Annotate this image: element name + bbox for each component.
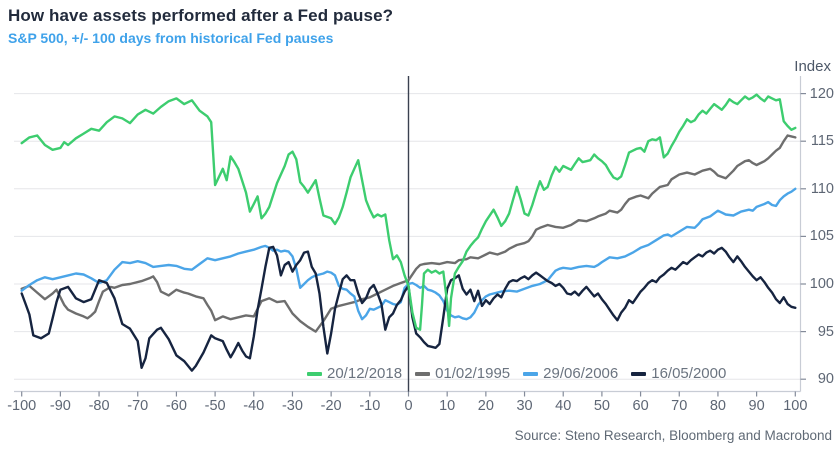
x-tick-label: -20 [320,398,342,414]
legend-dash-navy-icon [631,371,647,376]
x-tick-label: 50 [593,398,610,414]
legend-item-2006: 29/06/2006 [523,365,618,382]
y-tick-label: 120 [809,85,834,102]
series-line-29-06-2006 [20,187,797,321]
x-tick-label: -50 [204,398,226,414]
x-tick-label: -80 [88,398,110,414]
x-tick-label: 100 [783,398,808,414]
series-line-20-12-2018 [20,93,797,331]
y-tick-label: 95 [817,323,834,340]
x-tick-label: 10 [439,398,456,414]
series-line-16-05-2000 [20,245,797,372]
x-tick-label: 0 [404,398,413,414]
legend-label: 16/05/2000 [651,365,727,382]
y-tick-label: 90 [817,371,834,388]
series-line-01-02-1995 [20,134,797,333]
legend-item-2018: 20/12/2018 [307,365,402,382]
chart-title: How have assets performed after a Fed pa… [8,6,394,25]
x-tick-label: -60 [165,398,187,414]
y-tick-label: 110 [810,180,834,197]
legend-dash-green-icon [307,371,322,376]
legend-label: 01/02/1995 [435,365,511,382]
y-tick-label: 100 [809,276,834,292]
legend-label: 29/06/2006 [543,365,619,382]
chart-legend: 20/12/2018 01/02/1995 29/06/2006 16/05/2… [307,365,726,382]
legend-dash-gray-icon [415,371,431,376]
chart-subtitle: S&P 500, +/- 100 days from historical Fe… [8,30,334,46]
legend-item-1995: 01/02/1995 [415,365,510,382]
legend-dash-blue-icon [523,371,539,376]
x-tick-label: -10 [359,398,381,414]
x-tick-label: -30 [281,398,303,414]
x-tick-label: 70 [671,398,688,414]
y-tick-label: 115 [810,133,834,150]
x-tick-label: 40 [555,398,572,414]
legend-item-2000: 16/05/2000 [631,365,726,382]
source-attribution: Source: Steno Research, Bloomberg and Ma… [514,428,832,443]
x-tick-label: 80 [709,398,726,414]
x-tick-label: 30 [516,398,533,414]
x-tick-label: 60 [632,398,649,414]
x-tick-label: -70 [127,398,149,414]
legend-label: 20/12/2018 [327,365,403,382]
x-tick-label: 90 [748,398,765,414]
x-tick-label: 20 [477,398,494,414]
x-tick-label: -100 [7,398,37,414]
y-axis-title: Index [794,58,831,75]
x-tick-label: -90 [49,398,71,414]
x-tick-label: -40 [243,398,265,414]
y-tick-label: 105 [809,228,834,245]
